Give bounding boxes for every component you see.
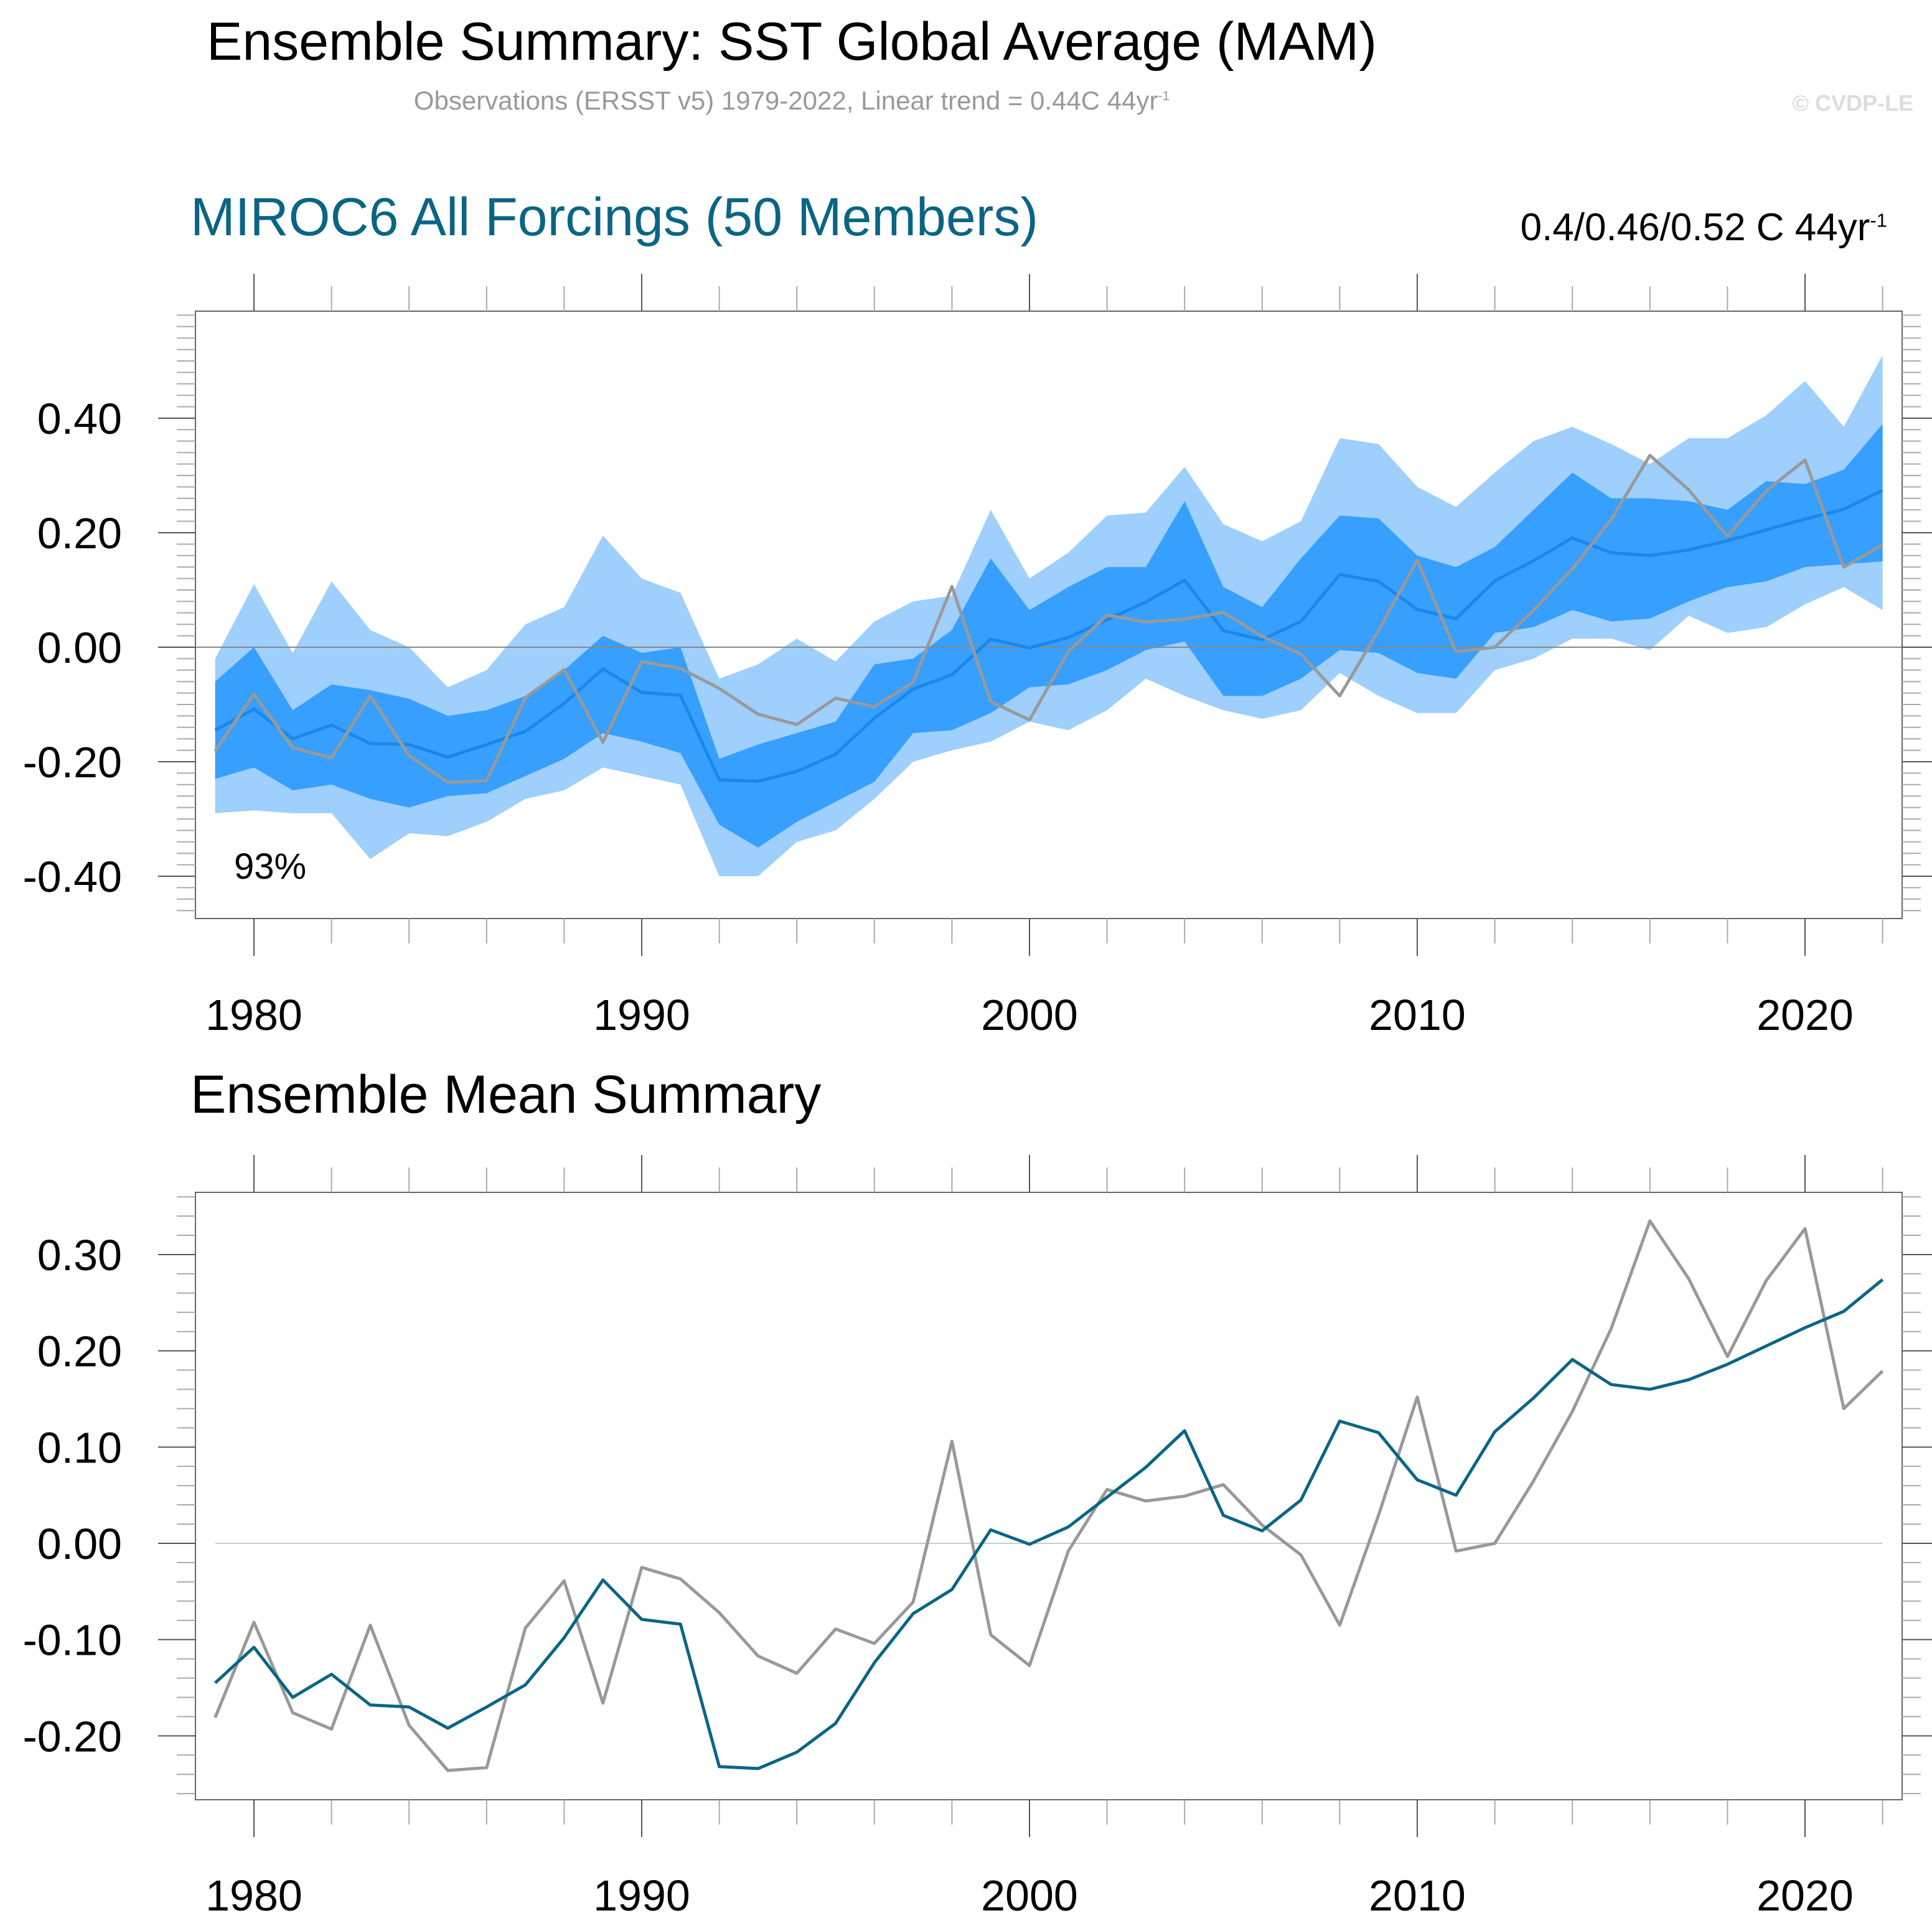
panel2-title: Ensemble Mean Summary: [190, 1065, 822, 1125]
x-tick-label: 1980: [205, 991, 302, 1039]
subtitle-superscript: -1: [1158, 89, 1170, 103]
y-tick-label: 0.00: [37, 624, 122, 672]
y-tick-label: -0.10: [22, 1616, 122, 1665]
x-tick-label: 2020: [1756, 1871, 1854, 1913]
y-tick-label: 0.30: [37, 1231, 122, 1279]
plot-frame: [195, 311, 1903, 919]
figure-subtitle: Observations (ERSST v5) 1979-2022, Linea…: [0, 86, 1932, 116]
ensemble-mean-line: [214, 1278, 1884, 1770]
x-tick-label: 2010: [1369, 991, 1466, 1039]
observations-line: [213, 1219, 1884, 1772]
y-tick-label: 0.20: [37, 509, 122, 558]
panel2-plot: 1980 1990 2000 2010 2020 -0.20 -0.10 0.00 0.10 0.…: [22, 1155, 1932, 1913]
ensemble-mean-line: [214, 489, 1883, 783]
plot-frame: [195, 1192, 1903, 1800]
y-tick-label: -0.20: [22, 1712, 122, 1761]
x-tick-label: 2000: [981, 991, 1078, 1039]
y-tick-label: 0.20: [37, 1327, 122, 1376]
inner-range-band: [215, 424, 1883, 848]
percent-within-range-label: 93%: [234, 846, 306, 887]
x-tick-label: 2010: [1369, 1871, 1466, 1913]
y-tick-label: 0.00: [37, 1520, 122, 1568]
x-tick-label: 2020: [1756, 991, 1854, 1039]
panel1-plot: 1980 1990 2000 2010 2020 -0.40 -0.20 0.00 0.20 0.…: [22, 274, 1932, 1039]
y-tick-label: 0.40: [37, 395, 122, 443]
x-tick-label: 1990: [593, 991, 690, 1039]
subtitle-text: Observations (ERSST v5) 1979-2022, Linea…: [413, 86, 1158, 115]
figure-title-text: Ensemble Summary: SST Global Average (MA…: [207, 12, 1377, 72]
x-tick-label: 1990: [593, 1871, 690, 1913]
observations-line: [213, 454, 1883, 784]
panel1-title: MIROC6 All Forcings (50 Members): [190, 187, 1038, 247]
copyright-label: © CVDP-LE: [1792, 90, 1913, 116]
trend-range-label: 0.4/0.46/0.52 C 44yr-1: [1521, 205, 1887, 250]
x-tick-label: 2000: [981, 1871, 1078, 1913]
trend-range-text: 0.4/0.46/0.52 C 44yr: [1520, 206, 1870, 249]
figure-title: Ensemble Summary: SST Global Average (MA…: [0, 11, 1932, 73]
y-tick-label: 0.10: [37, 1423, 122, 1472]
y-tick-label: -0.20: [22, 738, 122, 787]
y-tick-label: -0.40: [22, 853, 122, 901]
x-tick-label: 1980: [205, 1871, 302, 1913]
trend-range-superscript: -1: [1870, 209, 1887, 232]
